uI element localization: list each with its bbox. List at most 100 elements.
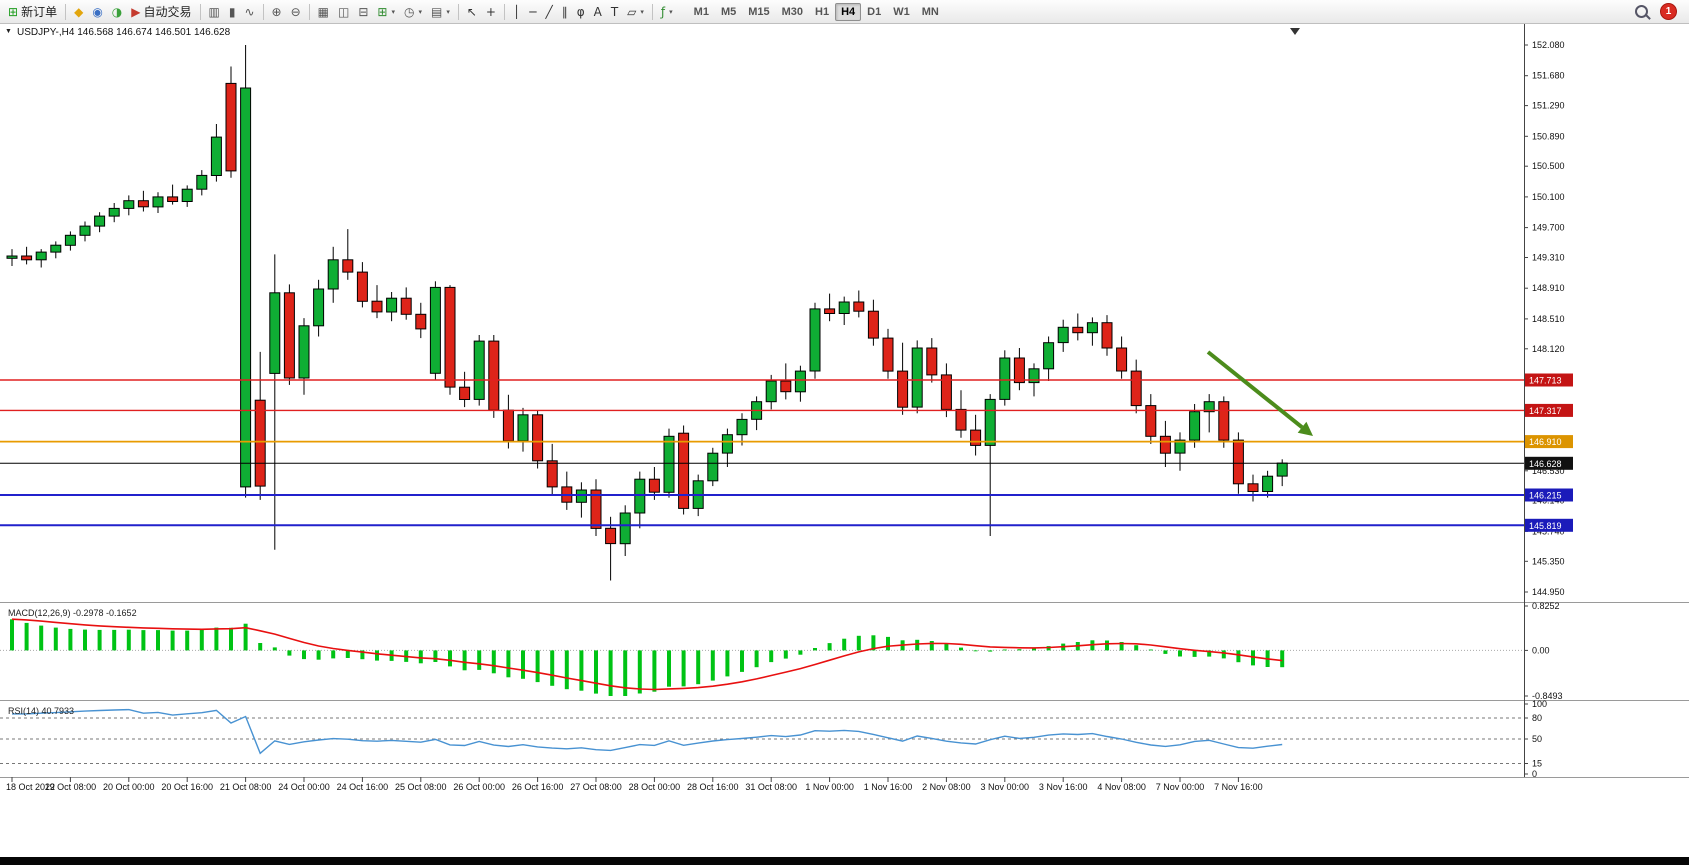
horizontal-line-icon: ─ [529, 4, 537, 19]
timeframe-w1-button[interactable]: W1 [887, 3, 916, 21]
candle-chart-type-icon: ▮ [228, 4, 236, 19]
community-icon-button[interactable]: ◑ [108, 2, 126, 22]
svg-text:24 Oct 16:00: 24 Oct 16:00 [337, 782, 389, 792]
text-label-button[interactable]: T [607, 2, 622, 22]
svg-text:145.819: 145.819 [1529, 521, 1562, 531]
svg-text:151.680: 151.680 [1532, 71, 1565, 81]
chart-background [0, 24, 1689, 857]
vertical-line-button[interactable]: │ [509, 2, 524, 22]
price-chip-147.317 [1525, 403, 1573, 417]
svg-text:146.628: 146.628 [1529, 459, 1562, 469]
template-icon: ▤ [431, 4, 443, 19]
trendline-icon: ╱ [545, 4, 553, 19]
period-button[interactable]: ◷ ▾ [400, 2, 426, 22]
new-chart-button[interactable]: ⊞ ▾ [373, 2, 399, 22]
crosshair-button[interactable]: + [482, 2, 500, 22]
svg-text:152.080: 152.080 [1532, 40, 1565, 50]
dropdown-arrow-icon: ▾ [391, 8, 395, 16]
cursor-button[interactable]: ↖ [463, 2, 481, 22]
dropdown-arrow-icon: ▾ [640, 8, 644, 16]
horizontal-price-lines[interactable] [0, 379, 1524, 527]
timeframe-d1-button[interactable]: D1 [861, 3, 887, 21]
line-chart-type-button[interactable]: ∿ [240, 2, 258, 22]
timeframe-m30-button[interactable]: M30 [776, 3, 809, 21]
vertical-line-icon: │ [512, 4, 521, 19]
svg-text:80: 80 [1532, 713, 1542, 723]
text-button[interactable]: A [590, 2, 606, 22]
horizontal-line-button[interactable]: ─ [525, 2, 540, 22]
svg-text:148.120: 148.120 [1532, 344, 1565, 354]
svg-text:27 Oct 08:00: 27 Oct 08:00 [570, 782, 622, 792]
indicators-icon: ƒ [660, 4, 666, 19]
price-scale[interactable]: 152.080 151.680 151.290 150.890 150.500 150.1… [1524, 40, 1573, 597]
toolbar-separator [457, 3, 459, 20]
shapes-button[interactable]: ▱ ▾ [623, 2, 648, 22]
price-chip-146.628 [1525, 456, 1573, 470]
new-order-button[interactable]: ⊞ 新订单 [4, 2, 61, 22]
svg-text:24 Oct 00:00: 24 Oct 00:00 [278, 782, 330, 792]
profile-icon-button[interactable]: ◉ [88, 2, 106, 22]
new-order-button-label: 新订单 [21, 5, 58, 19]
timeframe-h1-button[interactable]: H1 [809, 3, 835, 21]
svg-text:3 Nov 16:00: 3 Nov 16:00 [1039, 782, 1088, 792]
window-menu-icon[interactable]: ▼ [5, 28, 12, 35]
svg-text:-0.8493: -0.8493 [1532, 691, 1563, 701]
profile-icon-icon: ◉ [92, 4, 103, 19]
trend-arrow-annotation[interactable] [1206, 350, 1313, 436]
autotrading-button[interactable]: ▶ 自动交易 [127, 2, 195, 22]
tile-windows-icon: ▦ [317, 4, 330, 19]
new-chart-icon: ⊞ [377, 4, 388, 19]
text-icon: A [593, 4, 602, 19]
price-chip-147.713 [1525, 373, 1573, 387]
timeframe-mn-button[interactable]: MN [916, 3, 945, 21]
svg-text:151.290: 151.290 [1532, 101, 1565, 111]
svg-text:3 Nov 00:00: 3 Nov 00:00 [981, 782, 1030, 792]
toolbar-separator [262, 3, 264, 20]
timeframe-h4-button[interactable]: H4 [835, 2, 862, 21]
svg-text:26 Oct 16:00: 26 Oct 16:00 [512, 782, 564, 792]
svg-text:148.910: 148.910 [1532, 283, 1565, 293]
toolbar-separator [651, 3, 653, 20]
timeframe-m15-button[interactable]: M15 [742, 3, 775, 21]
chart-canvas[interactable]: 152.080 151.680 151.290 150.890 150.500 150.1… [0, 24, 1689, 857]
svg-text:0: 0 [1532, 769, 1537, 779]
zoom-in-button[interactable]: ⊕ [268, 2, 286, 22]
search-icon [1635, 5, 1648, 18]
template-button[interactable]: ▤ ▾ [427, 2, 454, 22]
autotrading-button-label: 自动交易 [143, 5, 192, 19]
svg-text:28 Oct 16:00: 28 Oct 16:00 [687, 782, 739, 792]
rsi-pane: 100 80 50 150 RSI(14) 40.7933 [0, 699, 1547, 779]
svg-text:147.713: 147.713 [1529, 376, 1562, 386]
timeframe-group: M1 M5 M15 M30 H1 H4 D1 W1 MN [688, 2, 945, 21]
trendline-button[interactable]: ╱ [541, 2, 556, 22]
fibonacci-button[interactable]: φ [573, 2, 589, 22]
tile-windows-button[interactable]: ▦ [314, 2, 333, 22]
bar-chart-type-button[interactable]: ▥ [205, 2, 224, 22]
bottom-bar [0, 857, 1689, 865]
search-button[interactable] [1631, 2, 1652, 22]
autotrading-icon: ▶ [131, 4, 141, 19]
chart-shift-marker-icon[interactable] [1290, 28, 1300, 35]
svg-text:146.215: 146.215 [1529, 491, 1562, 501]
symbol-ohlc-header: USDJPY-,H4 146.568 146.674 146.501 146.6… [17, 27, 231, 38]
arrange-windows-button[interactable]: ⊟ [354, 2, 372, 22]
cascade-windows-button[interactable]: ◫ [334, 2, 353, 22]
svg-text:18 Oct 2022: 18 Oct 2022 [6, 782, 55, 792]
svg-text:146.910: 146.910 [1529, 437, 1562, 447]
timeframe-m1-button[interactable]: M1 [688, 3, 715, 21]
timeframe-m5-button[interactable]: M5 [715, 3, 742, 21]
metaquotes-icon-button[interactable]: ◆ [70, 2, 87, 22]
svg-text:150.890: 150.890 [1532, 131, 1565, 141]
notification-badge[interactable]: 1 [1660, 3, 1677, 20]
macd-label: MACD(12,26,9) -0.2978 -0.1652 [8, 608, 137, 618]
chart-window[interactable]: 152.080 151.680 151.290 150.890 150.500 150.1… [0, 24, 1689, 857]
zoom-out-button[interactable]: ⊖ [287, 2, 305, 22]
indicators-button[interactable]: ƒ ▾ [657, 2, 677, 22]
channel-button[interactable]: ∥ [558, 2, 572, 22]
candle-chart-type-button[interactable]: ▮ [225, 2, 240, 22]
svg-text:50: 50 [1532, 734, 1542, 744]
toolbar-separator [199, 3, 201, 20]
price-chip-146.910 [1525, 435, 1573, 449]
svg-text:144.950: 144.950 [1532, 587, 1565, 597]
